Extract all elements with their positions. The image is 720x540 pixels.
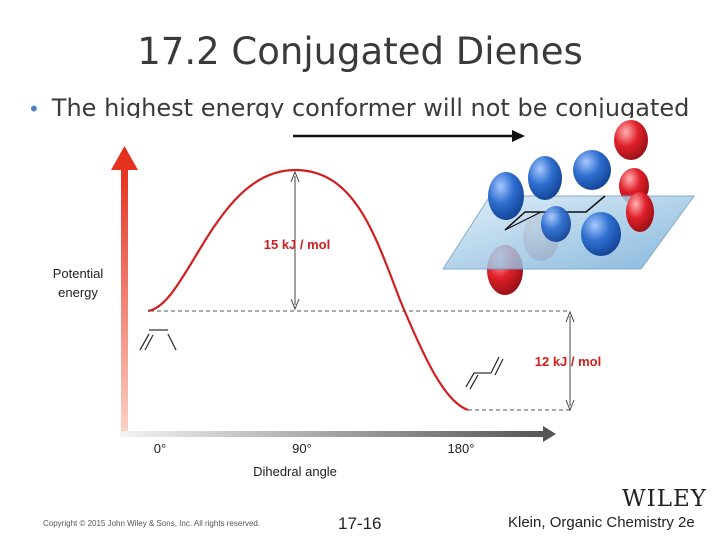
y-axis-arrowhead xyxy=(111,146,138,170)
y-axis xyxy=(121,168,128,435)
x-tick-0: 0° xyxy=(154,441,166,456)
x-axis xyxy=(120,431,545,437)
book-citation: Klein, Organic Chemistry 2e xyxy=(508,514,695,531)
x-axis-arrowhead xyxy=(543,426,556,442)
barrier-arrow-bottom xyxy=(290,298,300,311)
y-axis-label-line1: Potential xyxy=(53,266,104,281)
p-orbital-illustration xyxy=(442,120,695,295)
page-number: 17-16 xyxy=(338,514,382,533)
bullet-clip: • The highest energy conformer will not b… xyxy=(0,90,720,118)
x-axis-label: Dihedral angle xyxy=(253,464,337,479)
energy-curve xyxy=(147,168,469,412)
difference-arrow-top xyxy=(565,310,575,323)
s-cis-diene-structure xyxy=(139,329,177,351)
bullet-point: • The highest energy conformer will not b… xyxy=(28,94,689,118)
difference-label: 12 kJ / mol xyxy=(535,354,601,369)
x-tick-180: 180° xyxy=(448,441,475,456)
direction-arrowhead xyxy=(512,130,525,142)
difference-arrow-bottom xyxy=(565,399,575,412)
copyright-notice: Copyright © 2015 John Wiley & Sons, Inc.… xyxy=(43,519,261,528)
wiley-logo: WILEY xyxy=(622,486,707,512)
s-trans-diene-structure xyxy=(465,356,504,390)
y-axis-label-line2: energy xyxy=(58,285,98,300)
x-tick-90: 90° xyxy=(292,441,312,456)
barrier-label: 15 kJ / mol xyxy=(264,237,330,252)
bullet-dot: • xyxy=(28,97,40,118)
slide-title: 17.2 Conjugated Dienes xyxy=(137,30,583,73)
barrier-arrow-top xyxy=(290,170,300,183)
bullet-text: The highest energy conformer will not be… xyxy=(51,94,690,118)
